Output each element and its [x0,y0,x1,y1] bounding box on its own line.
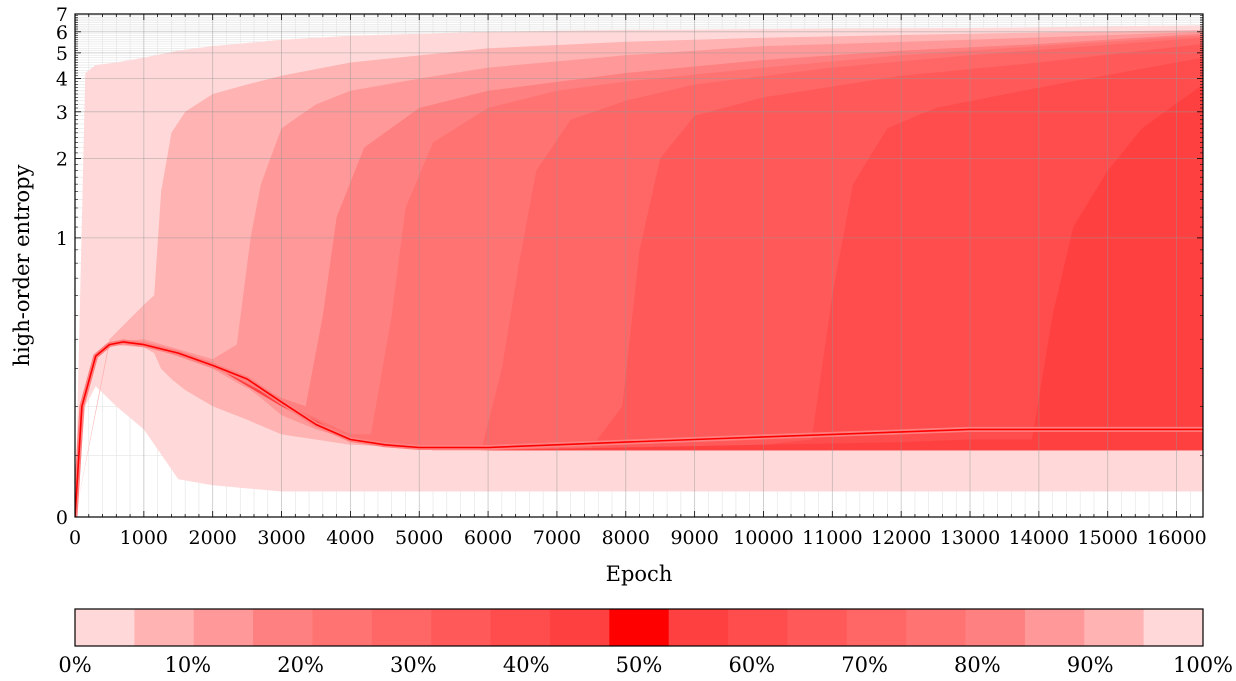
y-tick-labels: 0 1 2 3 4 567 [56,4,68,529]
y-axis-label: high-order entropy [10,164,34,366]
colorbar-frame [74,608,1204,647]
colorbar-labels: 0% 10% 20% 30% 40% 50% 60% 70% 80% 90% 100% [58,653,1233,677]
colorbar-segment [787,609,848,646]
colorbar-segment [728,609,788,646]
colorbar-segment [75,609,135,646]
y-tick-label: 6 [56,22,68,44]
colorbar-segment [431,609,492,646]
x-tick-label: 3000 [257,527,305,549]
colorbar-label: 0% [58,653,91,676]
colorbar-segment [490,609,551,646]
x-tick-label: 11000 [802,527,862,549]
x-tick-label: 0 [69,527,81,549]
x-tick-label: 1000 [120,527,168,549]
colorbar-segment [846,609,907,646]
colorbar-segment [906,609,967,646]
band-35-65 [75,57,1203,517]
colorbar-segment [609,609,670,646]
y-tick-label: 2 [56,149,68,171]
colorbar-label: 40% [503,653,550,676]
colorbar-label: 30% [390,653,437,676]
colorbar [74,608,1204,647]
x-tick-label: 2000 [189,527,237,549]
x-tick-label: 5000 [395,527,443,549]
colorbar-label: 70% [841,653,888,676]
colorbar-label: 60% [728,653,775,676]
colorbar-segment [1084,609,1145,646]
colorbar-label: 100% [1173,653,1233,676]
x-tick-label: 8000 [602,527,650,549]
colorbar-segment [1143,609,1204,646]
median-line [75,341,1203,517]
x-tick-label: 9000 [670,527,718,549]
y-tick-label: 5 [56,43,68,65]
percentile-bands [75,25,1203,517]
colorbar-segment [549,609,610,646]
x-tick-label: 15000 [1077,527,1137,549]
x-axis-label: Epoch [606,562,673,586]
colorbar-segment [253,609,313,646]
colorbar-segment [668,609,729,646]
colorbar-segment [371,609,432,646]
colorbar-label: 80% [954,653,1001,676]
colorbar-label: 90% [1067,653,1114,676]
colorbar-segment [1024,609,1085,646]
median-series [75,339,1203,517]
x-tick-label: 4000 [326,527,374,549]
y-tick-label: 0 [56,507,68,529]
colorbar-segment [134,609,195,646]
colorbar-segment [965,609,1026,646]
colorbar-segment [193,609,254,646]
x-tick-label: 10000 [733,527,793,549]
colorbar-label: 20% [277,653,324,676]
x-tick-label: 14000 [1009,527,1069,549]
x-tick-labels: 0 1000 2000 3000 4000 5000 6000 7000 8000 9000 100… [69,527,1207,549]
x-tick-label: 7000 [533,527,581,549]
x-tick-label: 12000 [871,527,931,549]
y-tick-label: 3 [56,102,68,124]
colorbar-label: 10% [164,653,211,676]
x-tick-label: 6000 [464,527,512,549]
x-tick-label: 16000 [1146,527,1206,549]
x-tick-label: 13000 [940,527,1000,549]
axis-ticks [74,13,1203,518]
y-tick-label: 4 [56,69,68,91]
colorbar-segment [312,609,373,646]
plot-frame [74,13,1204,518]
y-tick-label: 1 [56,228,68,250]
y-tick-label: 7 [56,4,68,26]
colorbar-label: 50% [616,653,663,676]
